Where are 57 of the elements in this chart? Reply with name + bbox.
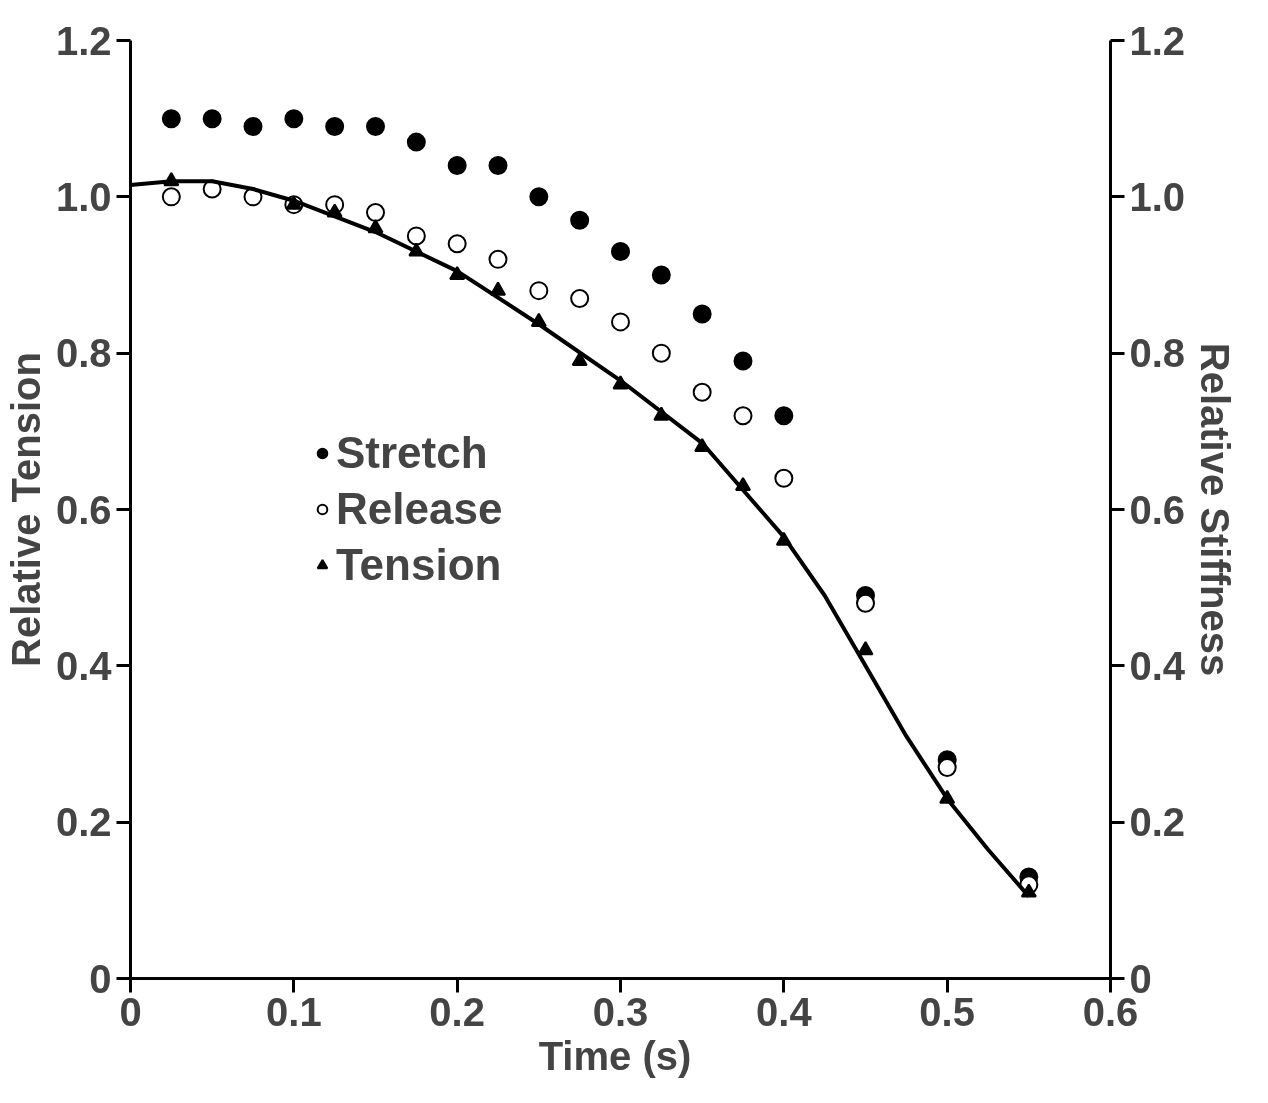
point (447, 234, 467, 254)
point (692, 304, 712, 324)
x-tick-label: 0.3 (592, 989, 649, 1034)
point (161, 109, 181, 129)
y-tick-label: 1.0 (55, 174, 112, 219)
point (570, 210, 590, 230)
point (774, 468, 794, 488)
legend-label: Release (336, 484, 503, 534)
point (571, 351, 588, 367)
x-axis-title: Time (s) (538, 1033, 692, 1078)
point (488, 249, 508, 269)
y-axis-title: Relative Tension (3, 352, 48, 667)
y2-tick-label: 1.0 (1129, 174, 1186, 219)
point (651, 265, 671, 285)
y-tick-label: 1.2 (55, 18, 112, 63)
x-tick-label: 0 (119, 989, 142, 1034)
point (284, 109, 304, 129)
x-tick-label: 0.2 (429, 989, 485, 1034)
y2-tick-label: 0.2 (1129, 800, 1186, 845)
point (611, 312, 630, 332)
point (325, 117, 345, 136)
point (611, 242, 630, 262)
point (651, 343, 671, 363)
y2-tick-label: 0.8 (1129, 331, 1186, 376)
point (366, 202, 385, 222)
point (856, 593, 875, 613)
y-tick-label: 0.4 (55, 643, 113, 688)
y-tick-label: 0.8 (55, 331, 112, 376)
point (937, 757, 957, 777)
y-tick-label: 0.2 (55, 800, 112, 845)
y2-tick-label: 1.2 (1129, 18, 1186, 63)
y2-axis-title: Relative Stiffness (1193, 342, 1238, 677)
x-tick-label: 0.5 (919, 989, 975, 1034)
point (570, 288, 590, 308)
y2-tick-label: 0.4 (1129, 643, 1186, 688)
y2-tick-label: 0.6 (1129, 487, 1186, 532)
legend-label: Stretch (336, 428, 488, 478)
point (366, 117, 385, 136)
point (692, 382, 712, 402)
point (733, 351, 753, 371)
point (243, 117, 263, 136)
legend-label: Tension (336, 540, 502, 590)
point (406, 226, 426, 246)
point (488, 156, 508, 176)
x-tick-label: 0.4 (756, 989, 813, 1034)
point (857, 641, 874, 656)
point (529, 281, 549, 301)
point (774, 406, 794, 426)
point (161, 187, 181, 207)
y-tick-label: 0.6 (55, 487, 112, 532)
point (406, 132, 426, 152)
y-tick-label: 0 (89, 956, 112, 1001)
point (202, 109, 222, 129)
point (447, 156, 467, 176)
x-tick-label: 0.1 (266, 989, 322, 1034)
point (733, 406, 753, 426)
point (529, 187, 549, 207)
